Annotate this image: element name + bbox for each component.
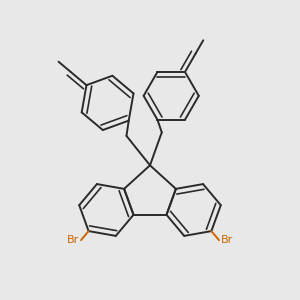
Text: Br: Br bbox=[221, 235, 233, 245]
Text: Br: Br bbox=[67, 235, 79, 245]
